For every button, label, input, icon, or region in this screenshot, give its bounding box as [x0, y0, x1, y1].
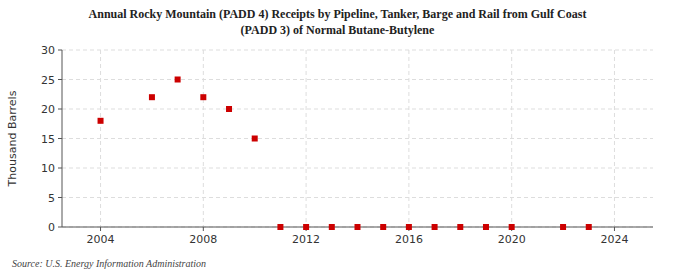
point [252, 136, 258, 142]
y-tick [58, 50, 62, 51]
grid-line-x [306, 50, 307, 227]
x-tick-label: 2020 [498, 233, 526, 246]
grid-line-y [62, 50, 653, 51]
point [560, 224, 566, 230]
x-tick-label: 2016 [395, 233, 423, 246]
axes: 2004 2008 2012 2016 2020 2024 0 5 10 15 20 25 30 [41, 44, 653, 246]
grid [62, 50, 653, 227]
y-tick [58, 109, 62, 110]
x-tick-label: 2012 [292, 233, 320, 246]
grid-line-y [62, 109, 653, 110]
y-tick [58, 79, 62, 80]
x-tick-label: 2004 [87, 233, 115, 246]
chart-container: 2004 2008 2012 2016 2020 2024 0 5 10 15 20 25 30 Thou… [0, 0, 675, 275]
y-tick-label: 20 [41, 103, 55, 116]
point [226, 106, 232, 112]
y-tick-label: 15 [41, 133, 55, 146]
grid-line-y [62, 79, 653, 80]
grid-line-y [62, 168, 653, 169]
x-tick-label: 2024 [600, 233, 628, 246]
point [457, 224, 463, 230]
y-axis-label: Thousand Barrels [6, 90, 19, 187]
point [149, 94, 155, 100]
y-tick [58, 227, 62, 228]
point [586, 224, 592, 230]
y-tick [58, 197, 62, 198]
title-line: (PADD 3) of Normal Butane-Butylene [241, 23, 435, 37]
y-tick [58, 138, 62, 139]
x-tick-label: 2008 [189, 233, 217, 246]
grid-line-x [614, 50, 615, 227]
point [355, 224, 361, 230]
x-tick [100, 227, 101, 231]
point [380, 224, 386, 230]
grid-line-x [100, 50, 101, 227]
grid-line-x [511, 50, 512, 227]
y-tick [58, 168, 62, 169]
x-tick [203, 227, 204, 231]
point [432, 224, 438, 230]
title: Annual Rocky Mountain (PADD 4) Receipts … [89, 7, 587, 37]
point [483, 224, 489, 230]
grid-line-x [203, 50, 204, 227]
y-tick-label: 5 [48, 192, 55, 205]
points [98, 77, 592, 231]
y-tick-label: 30 [41, 44, 55, 57]
point [200, 94, 206, 100]
point [406, 224, 412, 230]
y-tick-label: 0 [48, 221, 55, 234]
grid-line-y [62, 138, 653, 139]
source-note: Source: U.S. Energy Information Administ… [12, 258, 206, 269]
point [175, 77, 181, 83]
chart-svg: 2004 2008 2012 2016 2020 2024 0 5 10 15 20 25 30 Thou… [0, 0, 675, 275]
grid-line-y [62, 197, 653, 198]
y-tick-label: 10 [41, 162, 55, 175]
point [509, 224, 515, 230]
point [329, 224, 335, 230]
point [98, 118, 104, 124]
x-tick [614, 227, 615, 231]
point [303, 224, 309, 230]
point [277, 224, 283, 230]
title-line: Annual Rocky Mountain (PADD 4) Receipts … [89, 7, 587, 21]
page: {"chart_data": {"type": "scatter", "titl… [0, 0, 675, 275]
y-tick-label: 25 [41, 74, 55, 87]
grid-line-x [408, 50, 409, 227]
